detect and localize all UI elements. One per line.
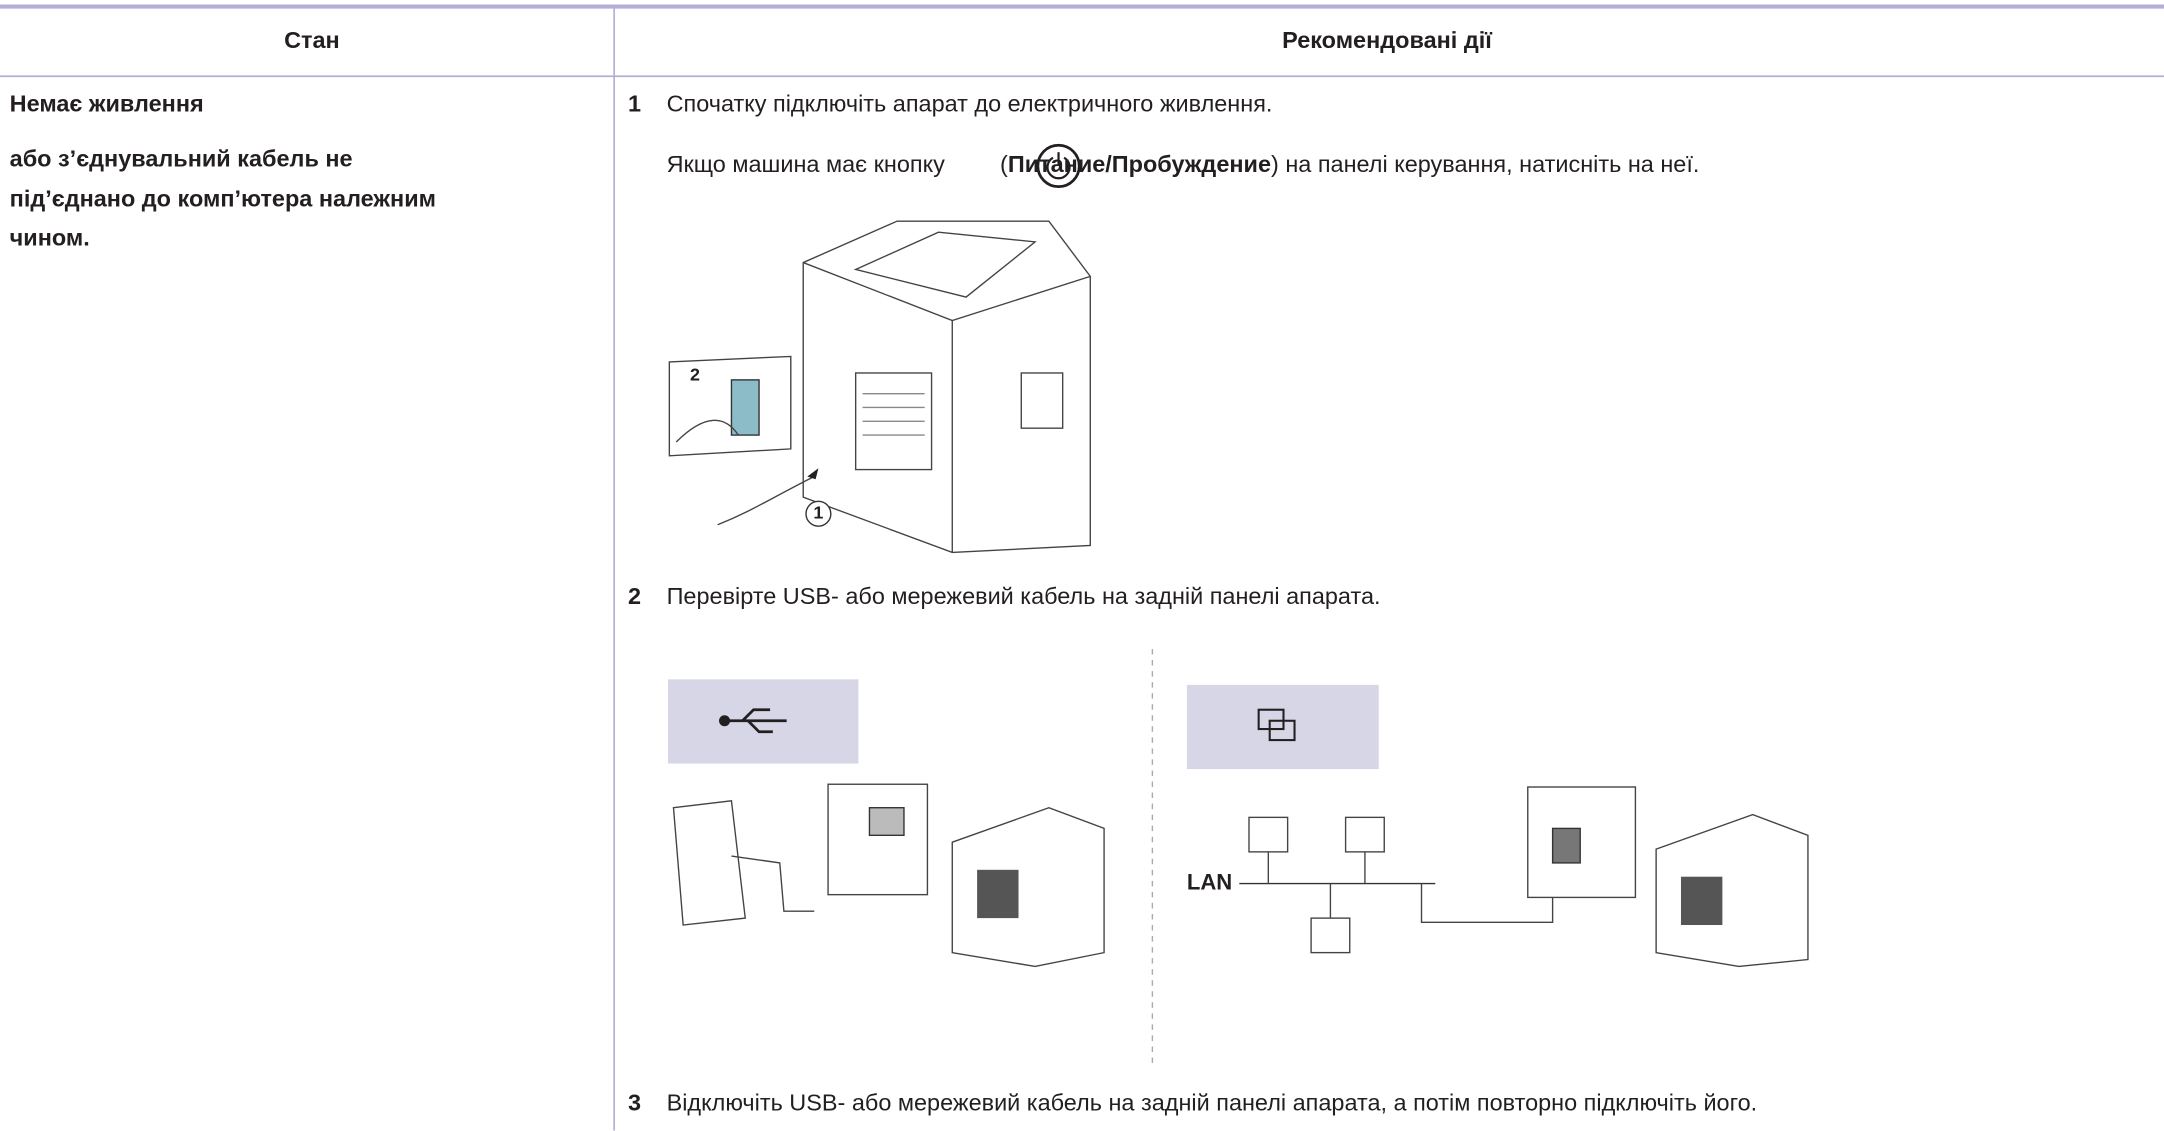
- step-text: Відключіть USB- або мережевий кабель на …: [667, 1090, 1758, 1116]
- step-number: 2: [628, 583, 641, 609]
- header-cell: Рекомендовані дії: [1282, 27, 1493, 53]
- figure-label: LAN: [1187, 869, 1232, 894]
- figure-label: 1: [813, 502, 823, 522]
- condition-line: чином.: [10, 224, 90, 250]
- header-cell: Стан: [284, 27, 340, 53]
- condition-line: під’єднано до комп’ютера належним: [10, 186, 436, 212]
- power-icon: [1036, 143, 1081, 189]
- top-rule: [0, 4, 2164, 9]
- usb-illustration: [667, 679, 1105, 968]
- step-text: Перевірте USB- або мережевий кабель на з…: [667, 583, 1381, 609]
- step-number: 3: [628, 1090, 641, 1116]
- printer-illustration: 2 1: [668, 220, 1091, 554]
- note-text: (: [1000, 151, 1008, 177]
- note-text: Якщо машина має кнопку: [667, 151, 946, 177]
- step-number: 1: [628, 90, 641, 116]
- condition-line: або з’єднувальний кабель не: [10, 146, 353, 172]
- network-illustration: LAN: [1186, 684, 1809, 968]
- step-text: Спочатку підключіть апарат до електрично…: [667, 90, 1273, 116]
- note-bold: Питание/Пробуждение: [1008, 151, 1271, 177]
- figure-label: 2: [690, 364, 700, 384]
- step-note: Якщо машина має кнопку (Питание/Пробужден…: [667, 151, 1700, 177]
- condition-title: Немає живлення: [10, 90, 204, 116]
- note-text: ) на панелі керування, натисніть на неї.: [1271, 151, 1699, 177]
